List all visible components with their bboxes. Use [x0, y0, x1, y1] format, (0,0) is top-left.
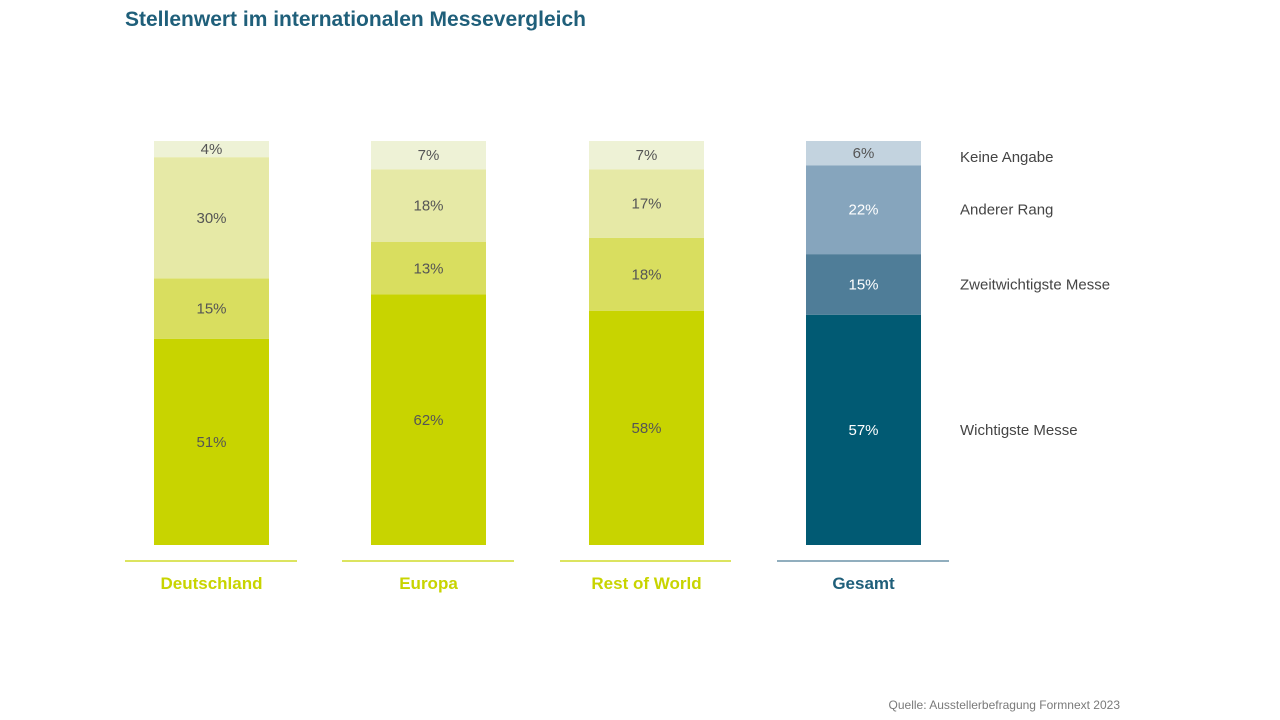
data-label-gesamt-zweitwichtigste-messe: 15%: [848, 276, 878, 293]
bar-segment-deutschland-zweitwichtigste-messe: [154, 278, 269, 339]
bar-segment-gesamt-anderer-rang: [806, 165, 921, 255]
data-label-gesamt-keine-angabe: 6%: [853, 145, 875, 162]
legend-entry-zweitwichtigste-messe: Zweitwichtigste Messe: [960, 276, 1110, 293]
data-label-europa-keine-angabe: 7%: [418, 147, 440, 164]
data-label-rest-of-world-wichtigste-messe: 58%: [631, 420, 661, 437]
bar-segment-deutschland-keine-angabe: [154, 141, 269, 158]
chart-title: Stellenwert im internationalen Messeverg…: [125, 8, 586, 31]
bar-segment-gesamt-zweitwichtigste-messe: [806, 254, 921, 315]
data-label-deutschland-keine-angabe: 4%: [201, 141, 223, 158]
bar-segment-deutschland-wichtigste-messe: [154, 338, 269, 545]
bar-segment-gesamt-wichtigste-messe: [806, 314, 921, 545]
data-label-rest-of-world-anderer-rang: 17%: [631, 196, 661, 213]
bar-segment-rest-of-world-anderer-rang: [589, 169, 704, 238]
data-label-gesamt-wichtigste-messe: 57%: [848, 422, 878, 439]
bar-segment-europa-anderer-rang: [371, 169, 486, 242]
data-label-gesamt-anderer-rang: 22%: [848, 202, 878, 219]
data-label-rest-of-world-zweitwichtigste-messe: 18%: [631, 266, 661, 283]
category-label-europa: Europa: [399, 574, 458, 593]
bar-segment-europa-wichtigste-messe: [371, 294, 486, 545]
data-label-europa-wichtigste-messe: 62%: [413, 412, 443, 429]
data-label-europa-zweitwichtigste-messe: 13%: [413, 260, 443, 277]
bar-segment-rest-of-world-keine-angabe: [589, 141, 704, 170]
data-label-deutschland-anderer-rang: 30%: [196, 210, 226, 227]
data-label-europa-anderer-rang: 18%: [413, 198, 443, 215]
category-label-deutschland: Deutschland: [160, 574, 262, 593]
bar-segment-europa-zweitwichtigste-messe: [371, 242, 486, 295]
bar-segment-europa-keine-angabe: [371, 141, 486, 170]
bar-segment-rest-of-world-zweitwichtigste-messe: [589, 237, 704, 311]
legend-entry-keine-angabe: Keine Angabe: [960, 149, 1053, 166]
data-label-deutschland-zweitwichtigste-messe: 15%: [196, 301, 226, 318]
data-label-rest-of-world-keine-angabe: 7%: [636, 147, 658, 164]
bar-segment-gesamt-keine-angabe: [806, 141, 921, 166]
bar-segment-deutschland-anderer-rang: [154, 157, 269, 279]
legend-entry-wichtigste-messe: Wichtigste Messe: [960, 422, 1078, 439]
data-label-deutschland-wichtigste-messe: 51%: [196, 434, 226, 451]
source-note: Quelle: Ausstellerbefragung Formnext 202…: [888, 698, 1120, 712]
bar-segment-rest-of-world-wichtigste-messe: [589, 310, 704, 545]
category-label-gesamt: Gesamt: [832, 574, 895, 593]
legend-entry-anderer-rang: Anderer Rang: [960, 202, 1053, 219]
category-label-rest-of-world: Rest of World: [591, 574, 701, 593]
